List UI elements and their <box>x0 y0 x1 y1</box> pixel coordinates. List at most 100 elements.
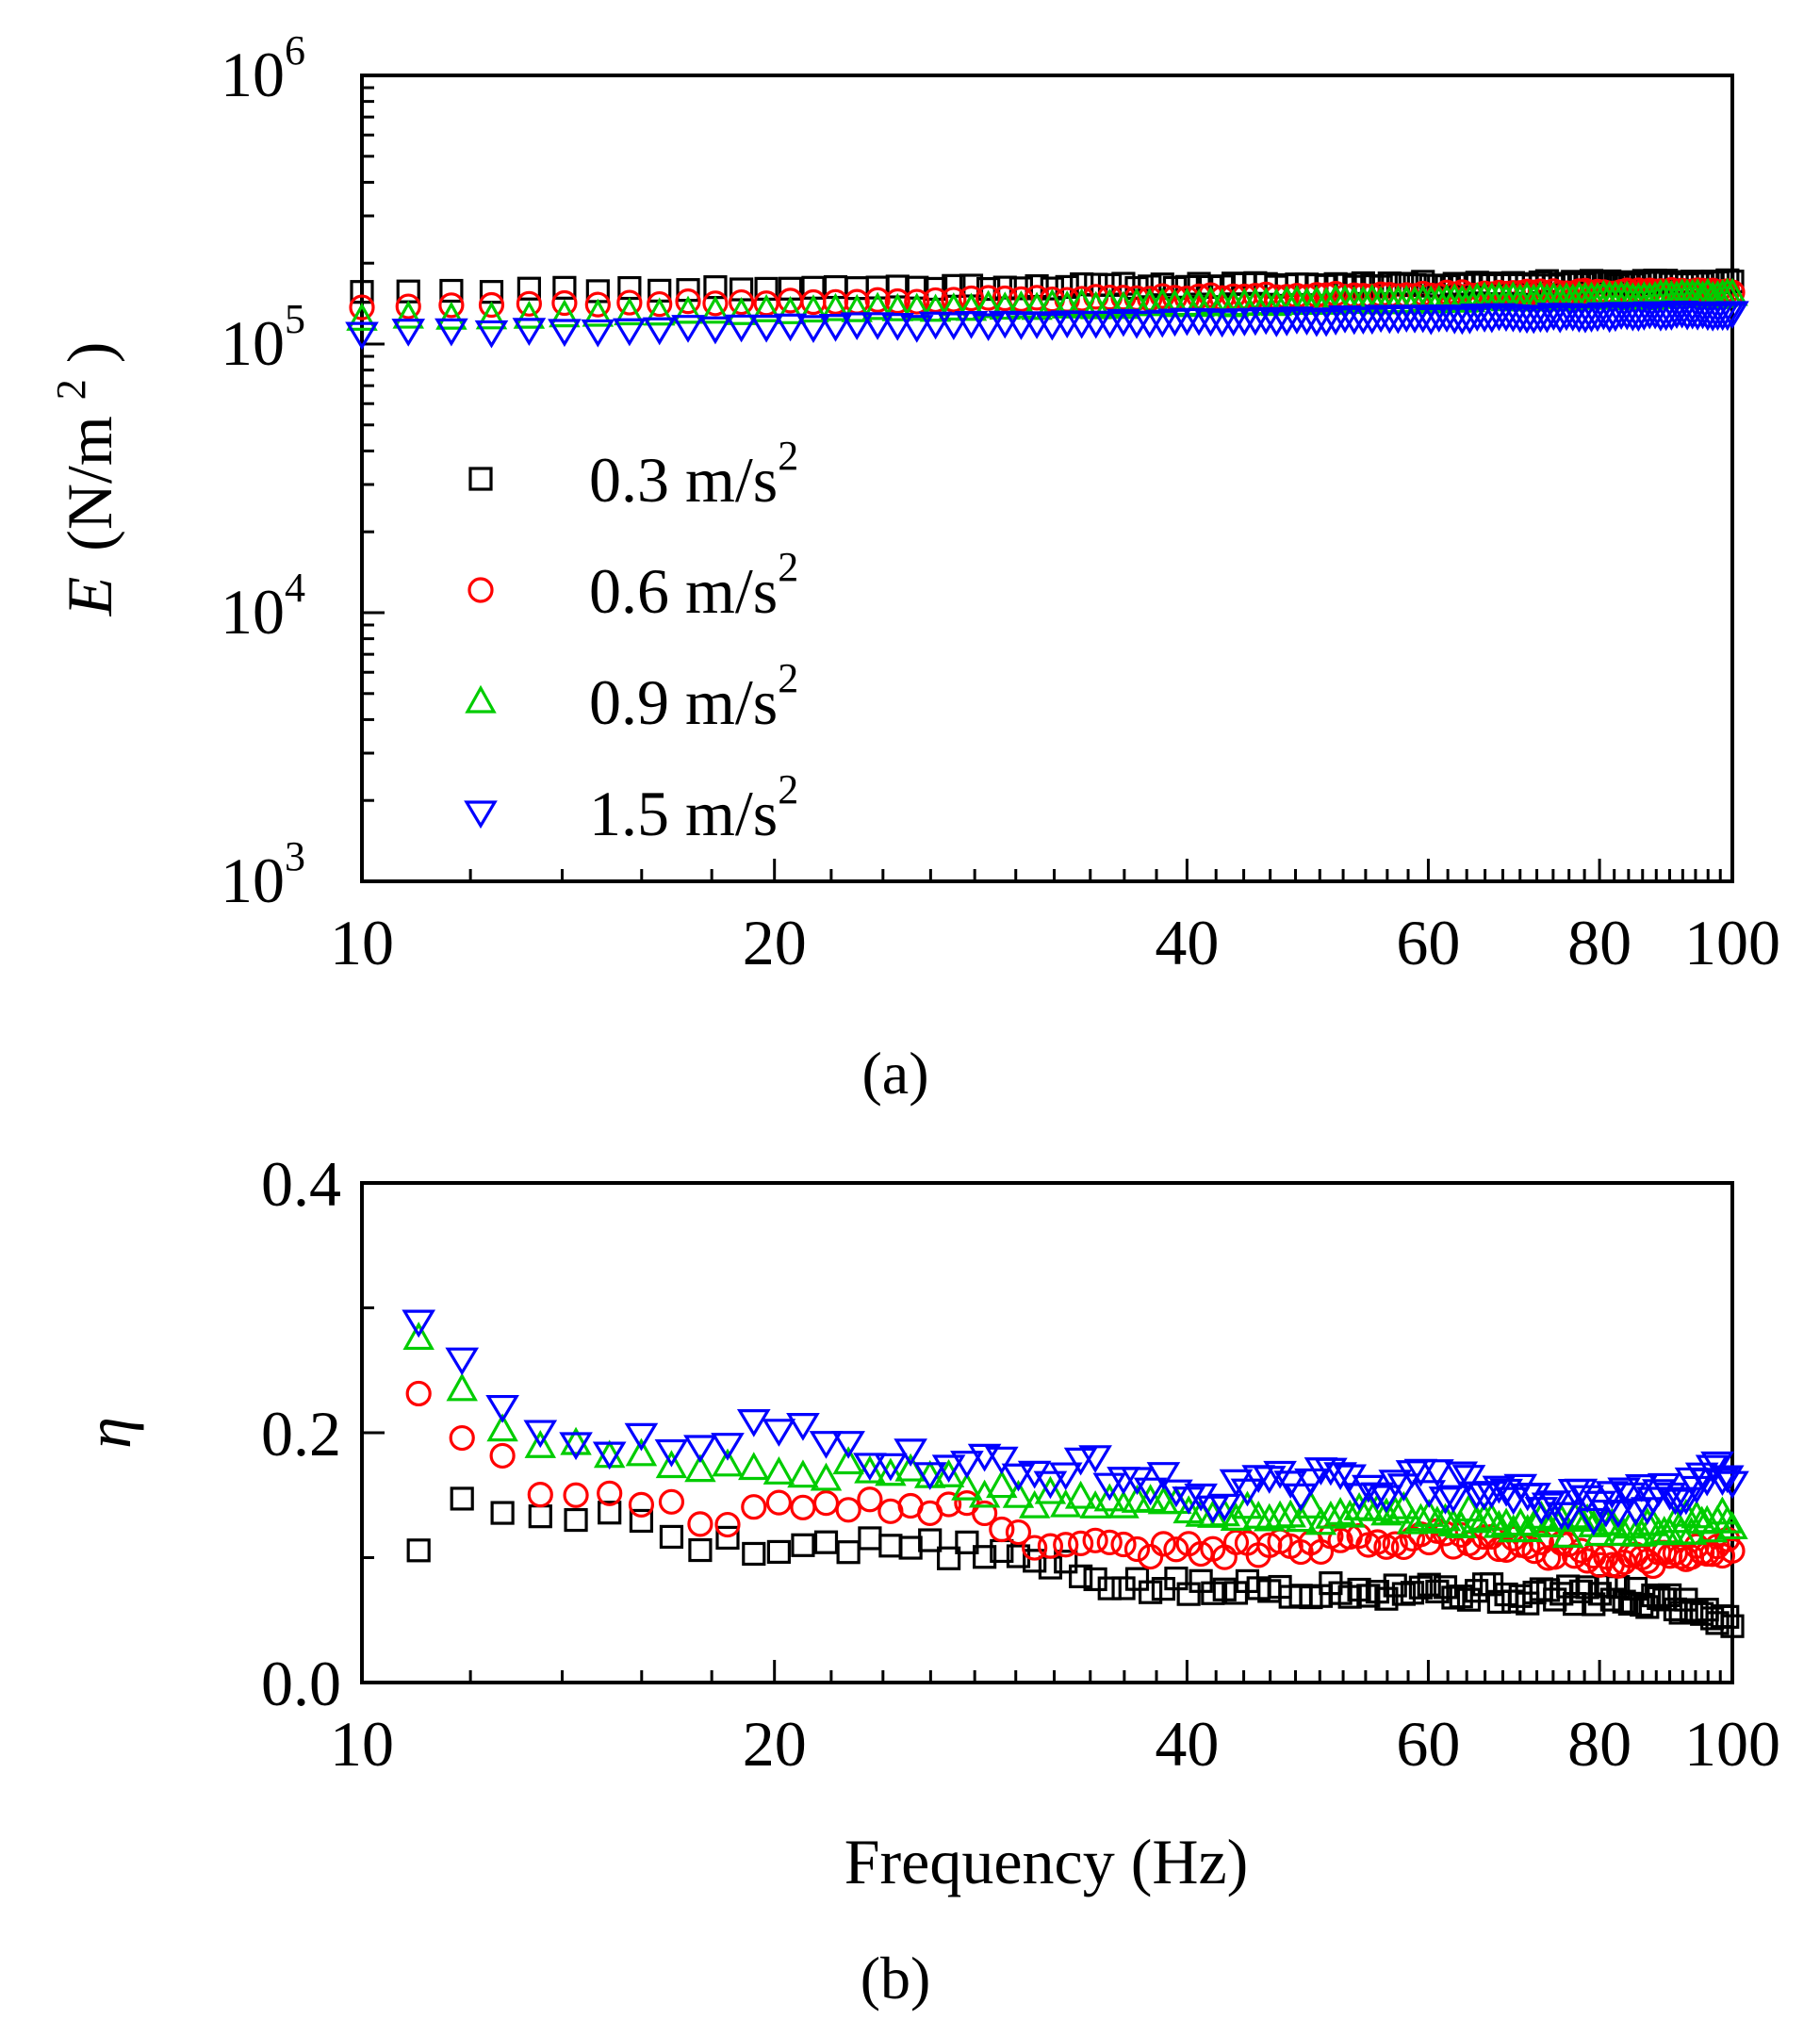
data-point <box>1294 1468 1328 1497</box>
series-circle <box>405 1380 1746 1580</box>
data-point <box>405 1380 432 1407</box>
data-point <box>898 1535 923 1560</box>
data-point <box>878 1534 903 1558</box>
data-point <box>810 1462 843 1491</box>
data-point <box>1465 1579 1489 1603</box>
data-point <box>438 292 465 319</box>
data-point <box>1002 1479 1035 1508</box>
data-point <box>1354 306 1389 336</box>
data-point <box>1386 1473 1421 1502</box>
data-point <box>1444 1461 1479 1490</box>
data-point <box>1387 1490 1420 1519</box>
data-point <box>750 294 782 322</box>
x-tick-label: 10 <box>330 1708 394 1780</box>
data-point <box>1711 303 1745 332</box>
data-point <box>912 1462 947 1490</box>
data-point <box>1524 1497 1559 1525</box>
data-point <box>1049 1488 1082 1518</box>
data-point <box>647 290 673 318</box>
data-point <box>513 300 546 329</box>
legend-label: 0.3 m/s2 <box>589 433 798 516</box>
data-point <box>699 295 731 324</box>
data-point <box>836 1540 861 1565</box>
data-point <box>753 290 779 317</box>
x-tick-label: 20 <box>743 907 807 978</box>
x-tick-label: 40 <box>1155 907 1219 978</box>
data-point <box>1163 1536 1189 1563</box>
panel-b-x-tick-labels: 10 20 40 60 80 100 <box>330 1708 1780 1780</box>
data-point <box>1048 1462 1083 1491</box>
data-point <box>1037 1533 1064 1559</box>
data-point <box>435 318 468 347</box>
data-point <box>350 280 374 304</box>
data-point <box>773 313 808 342</box>
data-point <box>840 312 875 341</box>
panel-b-data-points <box>402 1309 1749 1638</box>
data-point <box>955 292 988 321</box>
data-point <box>1207 1493 1242 1522</box>
data-point <box>1586 1552 1613 1578</box>
data-point <box>489 1442 516 1470</box>
data-point <box>1404 1502 1437 1532</box>
data-point <box>742 1541 766 1567</box>
data-point <box>625 1437 658 1467</box>
data-point <box>1263 1460 1297 1489</box>
data-point <box>702 290 729 317</box>
data-point <box>629 1508 654 1534</box>
data-point <box>548 319 582 348</box>
data-point <box>786 1413 820 1441</box>
panel-a-data-points <box>345 268 1749 351</box>
data-point <box>1001 1463 1036 1492</box>
data-point <box>1586 302 1621 331</box>
data-point <box>1512 1514 1544 1543</box>
data-point <box>918 1528 943 1552</box>
data-point <box>741 1494 767 1520</box>
panel-a-y-tick-labels: 103 104 105 106 <box>221 27 305 916</box>
data-point <box>1483 1509 1516 1538</box>
data-point <box>655 1450 688 1479</box>
x-tick-label: 40 <box>1155 1708 1219 1780</box>
data-point <box>527 1482 553 1508</box>
data-point <box>1070 271 1094 297</box>
data-point <box>1437 1508 1469 1536</box>
data-point <box>1346 1522 1372 1550</box>
y-tick-label: 0.4 <box>261 1148 341 1220</box>
data-point <box>1093 1483 1125 1512</box>
data-point <box>552 275 577 300</box>
data-point <box>715 1525 740 1551</box>
data-point <box>1421 1505 1453 1535</box>
data-point <box>1570 1485 1604 1514</box>
data-point <box>1654 303 1689 331</box>
panel-b-label: (b) <box>861 1945 931 2011</box>
data-point <box>935 1491 962 1518</box>
data-point <box>864 287 891 313</box>
data-point <box>1078 1445 1112 1473</box>
data-point <box>971 313 1006 342</box>
data-point <box>1705 1468 1740 1496</box>
data-point <box>1324 1497 1356 1525</box>
data-point <box>449 1424 475 1452</box>
data-point <box>712 1448 744 1477</box>
data-point <box>762 1456 795 1485</box>
data-point <box>1356 284 1388 312</box>
data-point <box>1008 286 1034 312</box>
data-point <box>392 300 424 329</box>
data-point <box>899 315 934 343</box>
data-point <box>984 1446 1019 1475</box>
data-point <box>904 288 930 315</box>
data-point <box>1035 312 1070 341</box>
data-point <box>1249 306 1284 336</box>
legend: 0.3 m/s2 0.6 m/s2 0.9 m/s2 1.5 m/s2 <box>464 433 798 849</box>
data-point <box>1383 1573 1407 1598</box>
data-point <box>628 1491 655 1518</box>
data-point <box>813 1530 839 1554</box>
data-point <box>523 1420 558 1449</box>
data-point <box>931 1454 966 1484</box>
data-point <box>1197 1500 1229 1528</box>
data-point <box>345 321 379 351</box>
data-point <box>1347 285 1380 314</box>
data-point <box>1022 1535 1048 1561</box>
data-point <box>613 318 647 347</box>
data-point <box>490 1501 515 1525</box>
